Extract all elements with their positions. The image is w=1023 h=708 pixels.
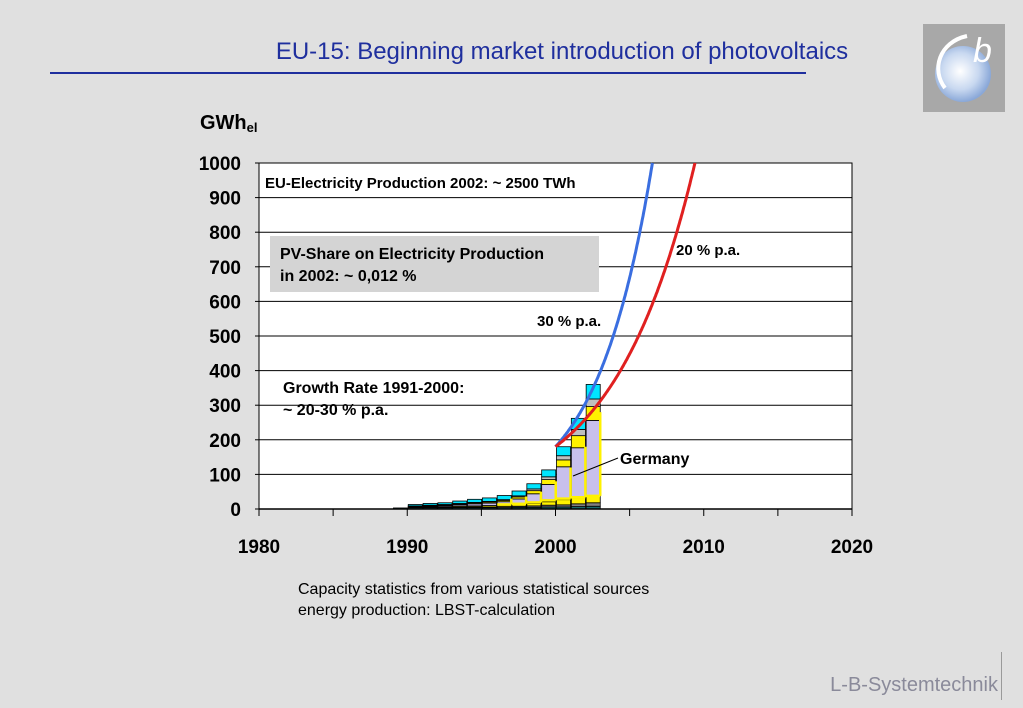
y-tick-label: 400 [209,362,241,383]
y-tick-label: 900 [209,189,241,210]
bar-segment [407,504,423,507]
y-axis-label: GWhel [200,112,258,135]
bar-segment [496,495,512,501]
bar-segment [541,479,557,485]
x-tick-label: 1990 [386,537,428,558]
bar-segment [570,503,586,507]
bar-segment [541,501,557,506]
y-tick-label: 500 [209,327,241,348]
company-logo: b [923,24,1005,112]
bar-segment [585,420,601,497]
growth-curve [554,162,654,448]
source-footnote: Capacity statistics from various statist… [298,579,649,621]
logo-letter: b [973,32,992,70]
pv-share-box [270,236,599,292]
bar-segment [467,498,483,503]
footnote-line1: Capacity statistics from various statist… [298,581,650,598]
bar-segment [585,496,601,504]
globe-logo-icon: b [935,32,992,102]
eu-production-annotation: EU-Electricity Production 2002: ~ 2500 T… [265,175,576,192]
curve-label-30: 30 % p.a. [537,313,601,330]
bar-segment [452,500,468,504]
bar-segment [570,447,586,499]
y-tick-label: 800 [209,223,241,244]
x-tick-label: 1980 [238,537,280,558]
x-tick-label: 2020 [831,537,873,558]
y-tick-label: 600 [209,292,241,313]
bar-segment [481,497,497,502]
bar-segment [526,490,542,495]
curve-label-20: 20 % p.a. [676,242,740,259]
bar-segment [556,499,571,506]
y-axis-ticks: 0 100 200 300 400 500 600 700 800 900 1000 [199,154,259,521]
slide-title: EU-15: Beginning market introduction of … [275,38,849,65]
bar-segment [556,459,571,468]
x-axis-ticks: 1980 1990 2000 2010 2020 [238,509,873,558]
title-underline [50,72,806,74]
bar-segment [541,476,557,480]
bar-segment [570,497,586,505]
company-divider [1001,652,1002,700]
pv-share-line1: PV-Share on Electricity Production [280,246,544,263]
bar-segment [585,502,601,507]
bar-segment [437,502,453,505]
germany-highlight [497,412,602,506]
growth-rate-line2: ~ 20-30 % p.a. [283,402,388,419]
growth-rate-line1: Growth Rate 1991-2000: [283,380,464,397]
y-tick-label: 700 [209,258,241,279]
bar-segment [422,503,438,506]
bar-segment [541,469,557,478]
growth-curves [554,162,697,448]
y-tick-label: 0 [230,500,241,521]
pv-share-line2: in 2002: ~ 0,012 % [280,268,417,285]
bar-segment [511,490,527,497]
x-tick-label: 2000 [534,537,576,558]
footnote-line2: energy production: LBST-calculation [298,602,556,619]
bar-segment [556,466,571,501]
bar-segment [526,483,542,490]
bar-segment [556,446,571,457]
germany-pointer [572,457,619,477]
y-tick-label: 100 [209,465,241,486]
germany-label: Germany [620,451,689,468]
bar-segment [570,435,586,449]
bar-segment [556,455,571,461]
y-tick-label: 200 [209,431,241,452]
y-tick-label: 300 [209,396,241,417]
y-tick-label: 1000 [199,154,241,175]
company-name: L-B-Systemtechnik [830,674,998,696]
growth-curve [554,162,697,448]
x-tick-label: 2010 [683,537,725,558]
